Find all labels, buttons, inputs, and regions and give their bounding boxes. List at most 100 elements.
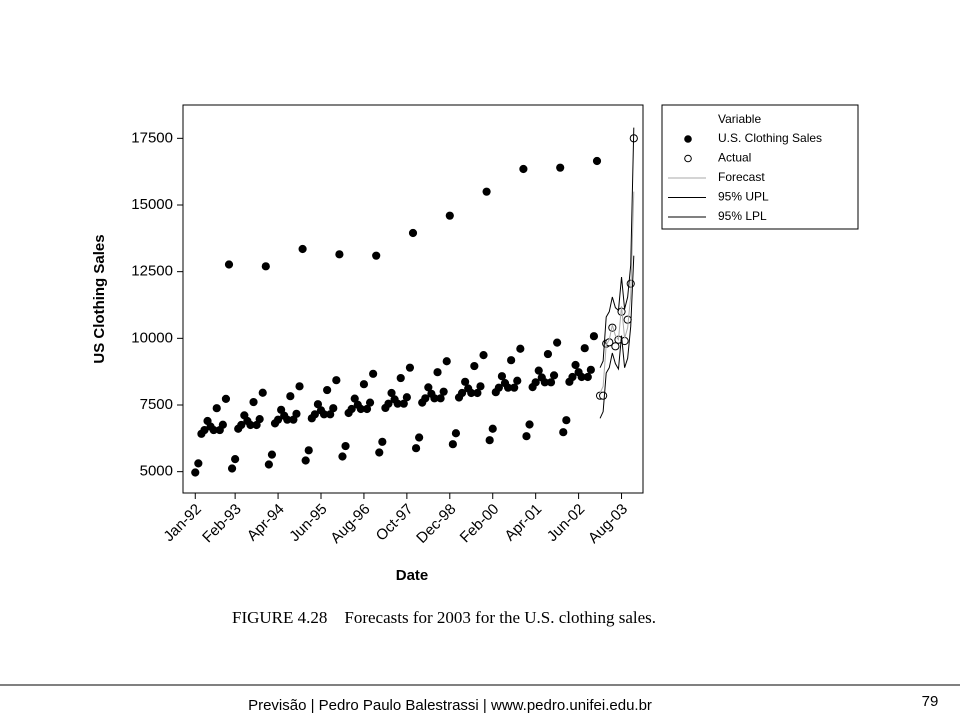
legend-frame [661, 104, 859, 230]
data-point [470, 361, 479, 371]
data-point [473, 388, 482, 398]
data-point [457, 388, 467, 398]
data-point [442, 357, 451, 366]
figure-caption: FIGURE 4.28 Forecasts for 2003 for the U… [232, 608, 656, 627]
actual-point [599, 391, 608, 400]
data-point [402, 393, 411, 402]
x-tick-label: Feb-93 [199, 501, 245, 547]
x-tick-label: Jan-92 [160, 501, 204, 545]
x-tick-label: Dec-98 [413, 501, 459, 547]
data-point [415, 433, 424, 442]
data-point [436, 394, 445, 403]
data-point [592, 156, 602, 166]
footer-text: Previsão | Pedro Paulo Balestrassi | www… [248, 697, 652, 714]
data-point [451, 429, 461, 438]
legend-label: 95% UPL [718, 190, 769, 204]
data-point [405, 363, 415, 372]
data-point [273, 415, 283, 424]
data-point [396, 373, 405, 383]
data-point [191, 468, 200, 477]
data-point [497, 372, 507, 381]
data-point [461, 377, 470, 386]
data-point [522, 432, 531, 441]
data-point [335, 250, 344, 259]
x-axis-label: Date [396, 567, 429, 584]
actual-point [623, 315, 632, 324]
y-tick-label: 5000 [140, 463, 173, 480]
data-point [543, 349, 553, 359]
data-point [304, 446, 313, 455]
data-point [568, 372, 577, 382]
plot-frame [182, 104, 644, 494]
data-point [556, 163, 565, 172]
data-point [329, 404, 338, 413]
data-point [332, 376, 341, 385]
series-line [599, 127, 635, 368]
x-tick-label: Apr-01 [501, 501, 545, 545]
x-tick-label: Feb-00 [457, 501, 503, 547]
data-point [571, 360, 580, 370]
legend-marker [684, 154, 692, 163]
data-point [231, 455, 240, 464]
legend-marker [684, 135, 692, 143]
data-point [212, 404, 221, 413]
data-point [298, 244, 307, 254]
x-tick-label: Oct-97 [373, 501, 417, 545]
data-point [559, 428, 568, 437]
data-point [516, 344, 525, 353]
data-point [347, 404, 356, 414]
data-point [224, 260, 234, 269]
data-point [292, 409, 301, 418]
data-point [439, 387, 448, 396]
data-point [510, 383, 519, 392]
legend-label: Actual [718, 151, 751, 165]
data-point [580, 344, 589, 353]
data-point [267, 450, 277, 459]
data-point [310, 410, 319, 419]
data-point [553, 338, 562, 347]
data-point [488, 424, 497, 433]
page-number: 79 [922, 693, 939, 710]
data-point [387, 388, 396, 398]
data-point [534, 366, 543, 375]
y-tick-label: 17500 [131, 129, 173, 146]
data-point [221, 394, 231, 403]
data-point [365, 398, 375, 407]
data-point [424, 383, 433, 392]
data-point [378, 437, 387, 446]
x-tick-label: Jun-02 [544, 501, 588, 545]
data-point [586, 365, 595, 374]
data-point [286, 392, 295, 401]
data-point [448, 440, 457, 449]
data-point [258, 388, 267, 397]
data-point [507, 356, 516, 365]
data-point [479, 351, 488, 360]
data-point [194, 459, 203, 468]
data-point [369, 369, 378, 378]
data-point [562, 416, 571, 425]
data-point [384, 399, 393, 408]
data-point [525, 420, 534, 429]
data-point [362, 404, 372, 414]
legend-label: Forecast [718, 170, 765, 184]
data-point [399, 399, 408, 408]
legend-label: U.S. Clothing Sales [718, 131, 822, 145]
data-point [218, 420, 227, 429]
x-tick-label: Apr-94 [244, 501, 288, 545]
data-point [249, 397, 258, 407]
x-tick-label: Aug-96 [327, 501, 373, 547]
data-point [261, 262, 270, 271]
y-tick-label: 12500 [131, 263, 173, 280]
data-point [323, 385, 332, 395]
y-tick-label: 15000 [131, 196, 173, 213]
data-point [531, 378, 540, 387]
legend-label: 95% LPL [718, 209, 767, 223]
data-point [494, 383, 503, 392]
data-point [546, 378, 556, 387]
y-tick-label: 10000 [131, 329, 173, 346]
data-point [476, 382, 485, 391]
data-point [433, 368, 442, 377]
data-point [264, 460, 273, 469]
data-point [408, 228, 418, 238]
